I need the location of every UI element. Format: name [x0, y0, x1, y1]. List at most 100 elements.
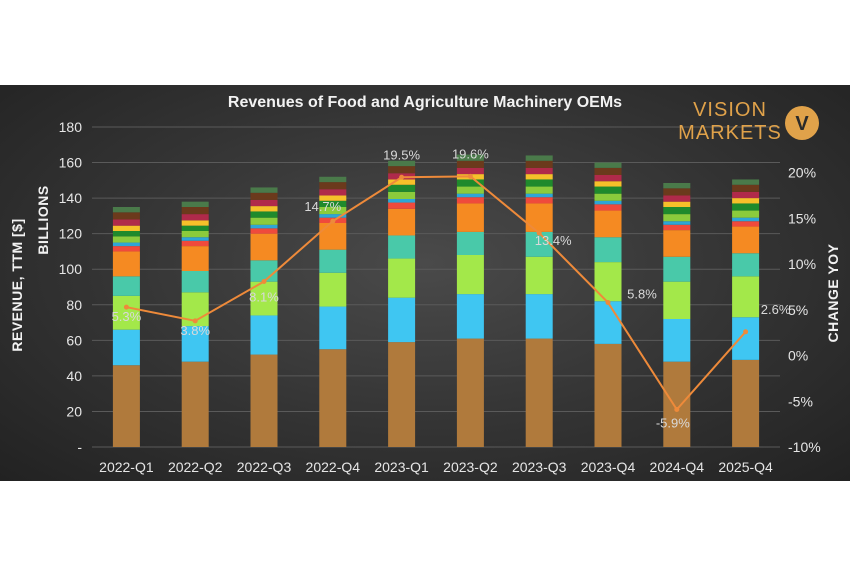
bar-segment	[319, 200, 347, 207]
bar-segment	[732, 221, 760, 227]
bar-segment	[250, 233, 278, 261]
yoy-data-label: 14.7%	[304, 199, 341, 214]
yoy-data-label: 8.1%	[249, 290, 279, 305]
bar-segment	[525, 155, 553, 161]
y2-tick-label: 0%	[788, 348, 808, 364]
yoy-point	[674, 407, 680, 413]
bar-segment	[732, 210, 760, 218]
bar-segment	[250, 228, 278, 234]
bar-segment	[663, 214, 691, 222]
bar-segment	[594, 193, 622, 201]
yoy-data-label: 19.6%	[452, 146, 489, 161]
x-tick-label: 2022-Q1	[99, 459, 154, 475]
bar-segment	[112, 207, 140, 213]
bar-segment	[112, 225, 140, 231]
bar-segment	[388, 179, 416, 185]
left-axis-title: REVENUE, TTM [$]	[9, 218, 25, 351]
bar-segment	[250, 224, 278, 229]
revenue-chart: Revenues of Food and Agriculture Machine…	[9, 94, 841, 475]
x-tick-label: 2025-Q4	[718, 459, 773, 475]
labels-layer: - 20 40 60 80 100 120 140 160 180 -10% -5% 0% 5% 10% 15…	[59, 119, 821, 475]
y-tick-label: 20	[66, 403, 82, 419]
bar-segment	[319, 223, 347, 250]
bar-segment	[319, 176, 347, 183]
bar-segment	[181, 231, 209, 238]
bar-segment	[181, 237, 209, 241]
yoy-point	[536, 230, 542, 236]
bar-segment	[732, 203, 760, 211]
bar-segment	[456, 179, 484, 187]
bar-segment	[663, 230, 691, 257]
bar-segment	[250, 315, 278, 355]
bar-segment	[525, 256, 553, 295]
bar-segment	[181, 214, 209, 221]
bar-segment	[732, 217, 760, 222]
bar-segment	[319, 349, 347, 447]
bar-segment	[663, 319, 691, 362]
y-tick-label: 60	[66, 332, 82, 348]
yoy-line-layer	[123, 173, 749, 413]
bar-segment	[250, 206, 278, 212]
bar-segment	[732, 191, 760, 199]
bar-segment	[456, 255, 484, 295]
bar-segment	[525, 179, 553, 187]
bar-segment	[112, 246, 140, 252]
bar-segment	[594, 186, 622, 194]
logo-badge	[785, 106, 819, 140]
x-tick-label: 2022-Q2	[168, 459, 223, 475]
bar-segment	[525, 186, 553, 194]
yoy-data-label: 13.4%	[535, 233, 572, 248]
bar-segment	[456, 154, 484, 161]
yoy-data-label: 5.8%	[627, 287, 657, 302]
y-tick-label: 160	[59, 155, 83, 171]
bar-segment	[388, 258, 416, 298]
yoy-data-label: 2.6%	[761, 302, 791, 317]
bar-segment	[594, 175, 622, 182]
bar-segment	[456, 186, 484, 194]
bar-segment	[732, 184, 760, 192]
bar-segment	[112, 219, 140, 226]
bar-segment	[663, 201, 691, 207]
bar-segment	[250, 199, 278, 207]
bars-layer	[112, 154, 760, 447]
bar-segment	[388, 184, 416, 192]
bar-segment	[181, 207, 209, 215]
yoy-point	[743, 329, 749, 335]
bar-segment	[181, 220, 209, 226]
bar-segment	[525, 294, 553, 339]
bar-segment	[594, 210, 622, 238]
bar-segment	[250, 217, 278, 225]
bar-segment	[112, 251, 140, 277]
bar-segment	[525, 231, 553, 257]
yoy-data-label: 19.5%	[383, 147, 420, 162]
bar-segment	[250, 354, 278, 447]
bar-segment	[456, 338, 484, 447]
yoy-point	[123, 304, 129, 310]
bar-segment	[525, 167, 553, 175]
bar-segment	[112, 276, 140, 296]
yoy-data-label: -5.9%	[656, 416, 690, 431]
left-axis-title-units: BILLIONS	[35, 185, 51, 254]
bar-segment	[663, 188, 691, 196]
bar-segment	[388, 166, 416, 174]
bar-segment	[181, 271, 209, 293]
bar-segment	[594, 262, 622, 302]
bar-segment	[181, 361, 209, 447]
bar-segment	[112, 295, 140, 330]
bar-segment	[456, 193, 484, 198]
yoy-point	[467, 173, 473, 179]
chart-panel: Revenues of Food and Agriculture Machine…	[0, 85, 850, 481]
bar-segment	[663, 281, 691, 319]
bar-segment	[732, 317, 760, 360]
bar-segment	[388, 208, 416, 236]
bar-segment	[319, 306, 347, 350]
yoy-point	[192, 318, 198, 324]
yoy-data-label: 5.3%	[112, 309, 142, 324]
y-tick-label: -	[77, 439, 82, 455]
bar-segment	[112, 242, 140, 247]
bar-segment	[663, 183, 691, 189]
vision-markets-logo: VISION MARKETS V	[678, 99, 819, 144]
bar-segment	[319, 249, 347, 273]
bar-segment	[112, 231, 140, 237]
yoy-point	[605, 300, 611, 306]
